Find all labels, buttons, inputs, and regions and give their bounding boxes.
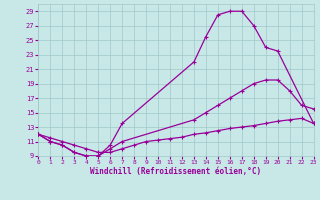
X-axis label: Windchill (Refroidissement éolien,°C): Windchill (Refroidissement éolien,°C) [91,167,261,176]
